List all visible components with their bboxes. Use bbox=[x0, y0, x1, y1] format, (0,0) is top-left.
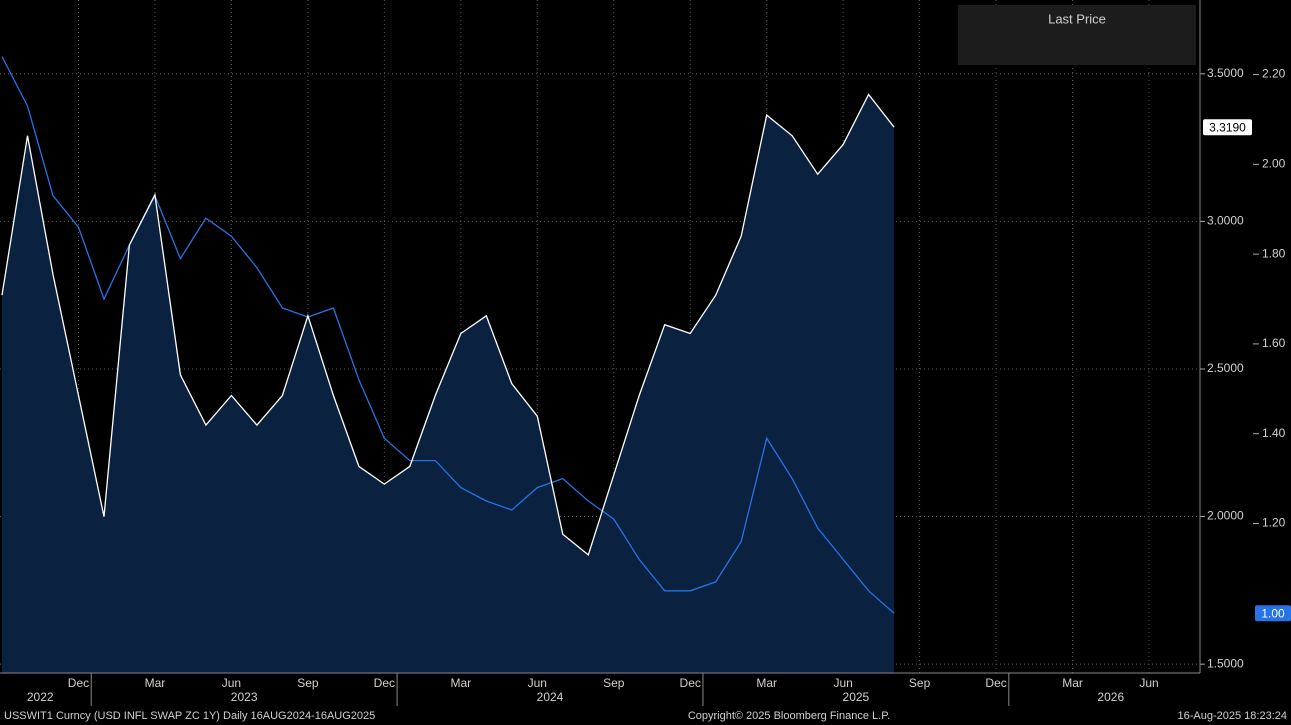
year-label: 2024 bbox=[537, 690, 564, 704]
legend-title: Last Price bbox=[1048, 11, 1106, 26]
x-tick-label: Sep bbox=[603, 676, 625, 690]
x-tick-label: Jun bbox=[1139, 676, 1158, 690]
year-label: 2026 bbox=[1097, 690, 1124, 704]
y2-tick-label: 1.60 bbox=[1262, 336, 1286, 350]
y2-tick-label: 1.20 bbox=[1262, 516, 1286, 530]
year-label: 2022 bbox=[27, 690, 54, 704]
y2-tick-label: 1.80 bbox=[1262, 246, 1286, 260]
last-value-box bbox=[1255, 605, 1291, 622]
legend-box bbox=[958, 5, 1196, 65]
year-label: 2025 bbox=[843, 690, 870, 704]
area bbox=[2, 94, 895, 673]
y2-tick-label: 2.20 bbox=[1262, 67, 1286, 81]
x-tick-label: Jun bbox=[222, 676, 241, 690]
x-tick-label: Sep bbox=[297, 676, 319, 690]
y-tick-label: 3.0000 bbox=[1207, 214, 1244, 228]
x-tick-label: Mar bbox=[756, 676, 777, 690]
x-tick-label: Mar bbox=[450, 676, 471, 690]
x-tick-label: Dec bbox=[374, 676, 395, 690]
x-tick-label: Dec bbox=[985, 676, 1006, 690]
footer-center: Copyright© 2025 Bloomberg Finance L.P. bbox=[688, 710, 890, 722]
last-value-label: 1.00 bbox=[1261, 606, 1285, 620]
x-tick-label: Sep bbox=[909, 676, 931, 690]
y-tick-label: 1.5000 bbox=[1207, 656, 1244, 670]
line bbox=[1, 93, 895, 557]
footer bbox=[0, 706, 1291, 725]
x-tick-label: Mar bbox=[1062, 676, 1083, 690]
y-tick-label: 3.5000 bbox=[1207, 66, 1244, 80]
x-tick-label: Dec bbox=[68, 676, 89, 690]
x-tick-label: Jun bbox=[833, 676, 852, 690]
x-tick-label: Jun bbox=[528, 676, 547, 690]
y2-tick-label: 1.40 bbox=[1262, 426, 1286, 440]
y-tick-label: 2.5000 bbox=[1207, 361, 1244, 375]
x-tick-label: Dec bbox=[680, 676, 701, 690]
last-value-label: 3.3190 bbox=[1209, 120, 1246, 134]
last-value-box bbox=[1203, 119, 1252, 136]
y-tick-label: 2.0000 bbox=[1207, 509, 1244, 523]
footer-left: USSWIT1 Curncy (USD INFL SWAP ZC 1Y) Dai… bbox=[4, 710, 375, 722]
footer-right: 16-Aug-2025 18:23:24 bbox=[1178, 710, 1287, 722]
year-label: 2023 bbox=[231, 690, 258, 704]
y2-tick-label: 2.00 bbox=[1262, 156, 1286, 170]
x-tick-label: Mar bbox=[145, 676, 166, 690]
